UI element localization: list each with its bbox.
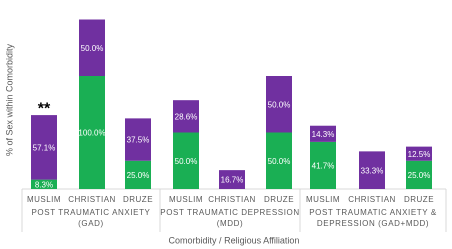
bar-segment [79,76,105,189]
x-axis-title: Comorbidity / Religious Affiliation [169,235,300,245]
value-label: 57.1% [33,143,56,152]
value-label: 50.0% [268,100,291,109]
x-tick-label: CHRISTIAN [68,195,116,204]
y-axis-title: % of Sex within Comorbidity [4,43,14,156]
group-label: POST TRAUMATIC ANXIETY & [309,208,437,217]
annotation: ** [38,100,51,117]
x-tick-label: MUSLIM [169,195,203,204]
bar-segment [31,179,57,189]
bar-segment [79,19,105,76]
bar-segment [173,132,199,189]
x-tick-label: DRUZE [404,195,434,204]
group-label: (GAD) [78,219,104,228]
x-tick-label: MUSLIM [27,195,61,204]
group-label: POST TRAUMATIC ANXIETY [32,208,151,217]
bar-segment [310,125,336,142]
bar-segment [310,141,336,189]
x-tick-label: DRUZE [264,195,294,204]
value-label: 50.0% [175,157,198,166]
bar-segment [125,118,151,161]
value-label: 25.0% [127,171,150,180]
x-tick-label: CHRISTIAN [348,195,396,204]
group-label: POST TRAUMATIC DEPRESSION [160,208,299,217]
value-label: 100.0% [78,129,105,138]
value-label: 8.3% [35,180,53,189]
value-label: 41.7% [312,162,335,171]
group-label: (MDD) [217,219,244,228]
value-label: 50.0% [81,44,104,53]
bar-segment [125,160,151,189]
value-label: 50.0% [268,157,291,166]
bar-segment [173,100,199,133]
x-tick-label: DRUZE [123,195,153,204]
value-label: 25.0% [408,171,431,180]
value-label: 16.7% [221,176,244,185]
value-label: 37.5% [127,136,150,145]
value-label: 28.6% [175,112,198,121]
bar-segment [359,151,385,189]
value-label: 33.3% [361,166,384,175]
value-label: 12.5% [408,150,431,159]
bar-segment [219,170,245,189]
bar-segment [266,132,292,189]
bar-segment [406,160,432,189]
x-tick-label: MUSLIM [306,195,340,204]
bar-segment [406,146,432,161]
bar-segment [31,115,57,180]
group-label: DEPRESSION (GAD+MDD) [317,219,429,228]
bar-segment [266,76,292,133]
x-tick-label: CHRISTIAN [208,195,256,204]
value-label: 14.3% [312,130,335,139]
